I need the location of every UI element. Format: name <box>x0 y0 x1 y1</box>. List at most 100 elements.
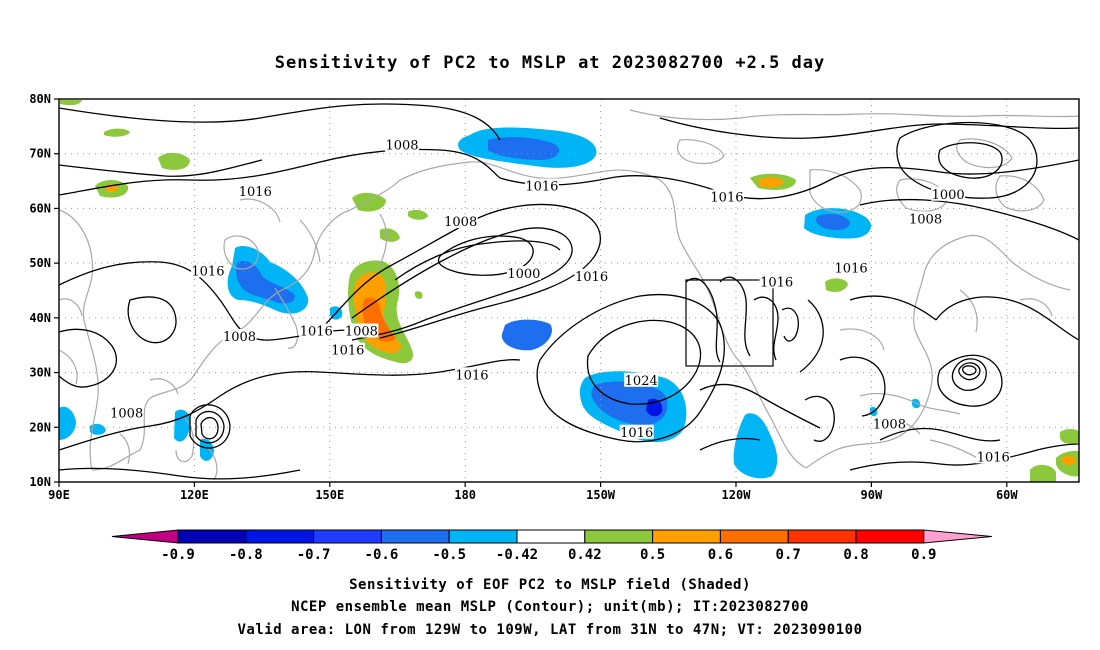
contour-label-bg <box>619 424 654 439</box>
colorbar-box <box>245 529 315 544</box>
positive-sensitivity-region <box>825 278 848 292</box>
positive-sensitivity-region <box>408 209 428 220</box>
contour-label: 1016 <box>455 368 488 383</box>
colorbar-tick-label: 0.6 <box>708 547 733 563</box>
contour-label-bg <box>834 260 869 275</box>
lon-tick-label: 180 <box>454 488 476 502</box>
colorbar-box <box>652 529 721 544</box>
contour-label: 1016 <box>575 270 608 285</box>
coastlines <box>59 109 1079 481</box>
colorbar-box <box>448 529 518 544</box>
contour-label: 1008 <box>444 215 477 230</box>
negative-sensitivity-core <box>236 260 295 304</box>
contour-label: 1016 <box>710 190 743 205</box>
colorbar-box <box>177 529 247 544</box>
lat-tick-label: 20N <box>29 420 51 434</box>
contour-label: 1016 <box>300 325 333 340</box>
colorbar-tick-label: 0.8 <box>843 547 868 563</box>
contour-label: 1008 <box>873 418 906 433</box>
map-frame <box>58 98 1080 483</box>
lat-tick-label: 70N <box>29 147 51 161</box>
colorbar-tick-label: 0.42 <box>568 547 602 563</box>
graticule-grid <box>59 99 1079 482</box>
lon-tick-label: 60W <box>996 488 1018 502</box>
contour-label: 1000 <box>507 267 540 282</box>
negative-sensitivity-region <box>501 319 552 351</box>
colorbar-tick-label: -0.9 <box>161 547 195 563</box>
colorbar-tick-label: 0.7 <box>776 547 801 563</box>
contour-label: 1016 <box>835 262 868 277</box>
colorbar-tick-label: 0.5 <box>640 547 665 563</box>
contour-label: 1008 <box>110 407 143 422</box>
contour-label: 1016 <box>525 180 558 195</box>
contour-label-bg <box>574 268 609 283</box>
plot-title: Sensitivity of PC2 to MSLP at 2023082700… <box>275 53 826 73</box>
negative-sensitivity-region <box>59 406 76 440</box>
contour-label: 1000 <box>932 188 965 203</box>
contour-label-bg <box>976 449 1011 464</box>
lon-tick-label: 150W <box>586 488 616 502</box>
lat-tick-label: 60N <box>29 201 51 215</box>
positive-sensitivity-region <box>352 192 386 212</box>
contour-label-bg <box>344 323 379 338</box>
positive-sensitivity-region <box>104 128 130 137</box>
positive-sensitivity-region <box>414 291 423 299</box>
negative-sensitivity-region <box>733 413 778 479</box>
contour-label: 1008 <box>909 212 942 227</box>
lon-tick-label: 90E <box>48 488 70 502</box>
valid-area-box <box>685 279 774 367</box>
colorbar-tick-label: -0.6 <box>365 547 399 563</box>
negative-sensitivity-core <box>488 137 560 160</box>
negative-sensitivity-region <box>90 423 106 435</box>
positive-sensitivity-region <box>1062 455 1076 465</box>
lon-tick-label: 90W <box>861 488 883 502</box>
contour-label-bg <box>524 178 559 193</box>
contour-label-bg <box>759 274 794 289</box>
contour-label-bg <box>190 263 225 278</box>
positive-sensitivity-region <box>60 100 82 106</box>
colorbar-over-arrow <box>923 529 992 544</box>
colorbar-box <box>855 529 925 544</box>
contour-label-bg <box>709 189 744 204</box>
contour-label: 1016 <box>331 344 364 359</box>
colorbar-box <box>313 529 382 544</box>
colorbar-box <box>719 529 789 544</box>
lon-tick-label: 150E <box>315 488 344 502</box>
lat-tick-label: 30N <box>29 366 51 380</box>
colorbar-tick-label: 0.9 <box>911 547 936 563</box>
lon-tick-label: 120W <box>722 488 752 502</box>
colorbar-tick-label: -0.42 <box>496 547 538 563</box>
contour-label-bg <box>238 184 273 199</box>
lat-tick-label: 80N <box>29 92 51 106</box>
colorbar-tick-label: -0.7 <box>297 547 331 563</box>
contour-label-bg <box>109 405 144 420</box>
map-area: 1008 1016 1016 1016 1000 1008 1008 1016 1000 1016… <box>29 92 1080 502</box>
contour-label-bg <box>454 367 489 382</box>
colorbar-box <box>516 529 586 544</box>
positive-sensitivity-region <box>398 348 412 361</box>
colorbar: -0.9 -0.8 -0.7 -0.6 -0.5 -0.42 0.42 0.5 0.6 0.7 0.… <box>111 529 992 563</box>
positive-sensitivity-region <box>380 228 400 242</box>
positive-sensitivity-region <box>158 152 190 170</box>
caption-line-1: Sensitivity of EOF PC2 to MSLP field (Sh… <box>349 577 751 593</box>
contour-label: 1016 <box>239 185 272 200</box>
contour-label-bg <box>872 416 907 431</box>
contour-label: 1008 <box>385 139 418 154</box>
lon-tick-label: 120E <box>180 488 209 502</box>
longitude-axis: 90E 120E 150E 180 150W 120W 90W 60W <box>48 482 1018 502</box>
contour-labels: 1008 1016 1016 1016 1000 1008 1008 1016 1000 1016… <box>109 137 1011 465</box>
negative-sensitivity-core <box>816 214 850 230</box>
colorbar-tick-label: -0.5 <box>432 547 466 563</box>
colorbar-tick-label: -0.8 <box>229 547 263 563</box>
colorbar-box <box>787 529 857 544</box>
mslp-contours <box>59 103 1079 480</box>
contour-label: 1008 <box>223 330 256 345</box>
contour-label-bg <box>222 329 257 344</box>
contour-label-bg <box>506 266 541 281</box>
negative-sensitivity-region <box>174 409 191 442</box>
contour-label-bg <box>443 214 478 229</box>
negative-sensitivity-region <box>200 438 214 461</box>
positive-sensitivity-region <box>758 177 784 188</box>
caption-line-2: NCEP ensemble mean MSLP (Contour); unit(… <box>291 599 809 615</box>
